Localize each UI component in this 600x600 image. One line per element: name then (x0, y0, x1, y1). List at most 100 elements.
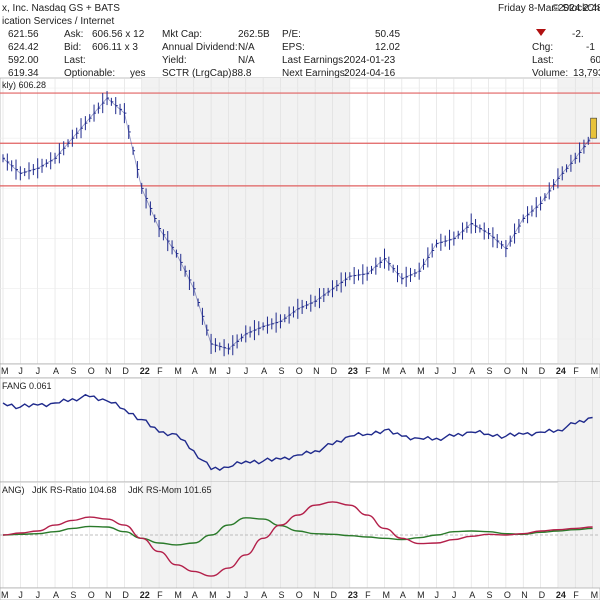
quote-right-label-1: Chg: (532, 42, 553, 53)
bottom-month-label-33: F (573, 590, 579, 600)
quote-mid2-label-2: Yield: (162, 55, 187, 66)
quote-mid1-label-1: Bid: (64, 42, 81, 53)
rs-ratio-line (2, 501, 593, 577)
month-label-34: M (591, 366, 599, 376)
quote-mid3-label-3: Next Earnings: (282, 68, 348, 79)
rs-mom-line (2, 517, 593, 546)
month-label-28: S (487, 366, 493, 376)
quote-right-value-1: -1 (586, 42, 595, 53)
month-label-22: M (383, 366, 391, 376)
bottom-month-label-7: D (122, 590, 129, 600)
bottom-month-label-1: J (18, 590, 23, 600)
quote-mid2-label-0: Mkt Cap: (162, 29, 202, 40)
month-label-25: J (435, 366, 440, 376)
rel-legend: FANG 0.061 (2, 381, 52, 391)
bottom-month-label-14: J (244, 590, 249, 600)
bottom-month-label-29: O (504, 590, 511, 600)
month-label-4: S (70, 366, 76, 376)
rel-shade-2024 (557, 378, 600, 482)
quote-left-value-2: 592.00 (8, 55, 39, 66)
quote-mid2-label-3: SCTR (LrgCap): (162, 68, 234, 79)
month-label-3: A (53, 366, 59, 376)
month-label-26: J (452, 366, 457, 376)
month-label-7: D (122, 366, 129, 376)
month-label-23: A (400, 366, 406, 376)
quote-right-value-0: -2. (572, 29, 584, 40)
bottom-month-label-3: A (53, 590, 59, 600)
month-label-11: A (192, 366, 198, 376)
down-arrow-icon (536, 29, 546, 36)
bottom-month-label-5: O (88, 590, 95, 600)
header-bg (0, 0, 600, 78)
bottom-month-label-21: F (365, 590, 371, 600)
rrg-panel: ANG) JdK RS-Ratio 104.68 JdK RS-Mom 101.6… (0, 481, 600, 589)
header-title-0: x, Inc. Nasdaq GS + BATS (2, 3, 120, 14)
bottom-month-label-22: M (383, 590, 391, 600)
bottom-month-label-25: J (435, 590, 440, 600)
quote-mid3-label-1: EPS: (282, 42, 305, 53)
month-label-29: O (504, 366, 511, 376)
rel-line (2, 393, 593, 471)
month-label-16: S (278, 366, 284, 376)
quote-mid3-value-1: 12.02 (375, 42, 400, 53)
rrg-shade-2024 (557, 482, 600, 588)
month-label-6: N (105, 366, 112, 376)
relative-strength-panel: FANG 0.061 (0, 377, 600, 483)
month-label-5: O (88, 366, 95, 376)
month-label-14: J (244, 366, 249, 376)
bottom-month-label-34: M (591, 590, 599, 600)
quote-mid1-value-0: 606.56 x 12 (92, 29, 145, 40)
quote-left-value-0: 621.56 (8, 29, 39, 40)
bottom-month-label-23: A (400, 590, 406, 600)
bottom-month-label-4: S (70, 590, 76, 600)
quote-right-label-2: Last: (532, 55, 554, 66)
quote-right-value-3: 13,793 (573, 68, 600, 79)
month-label-20: 23 (348, 366, 358, 376)
bottom-month-label-16: S (278, 590, 284, 600)
month-label-31: D (539, 366, 546, 376)
quote-mid1-label-2: Last: (64, 55, 86, 66)
month-label-12: M (209, 366, 217, 376)
bottom-month-label-19: D (330, 590, 337, 600)
rrg-legend-ratio: JdK RS-Ratio 104.68 (32, 485, 117, 495)
month-label-32: 24 (556, 366, 566, 376)
month-label-13: J (226, 366, 231, 376)
month-label-0: M (1, 366, 9, 376)
bottom-month-label-27: A (469, 590, 475, 600)
bottom-month-label-24: M (417, 590, 425, 600)
quote-mid3-label-0: P/E: (282, 29, 301, 40)
month-label-15: A (261, 366, 267, 376)
bottom-month-label-26: J (452, 590, 457, 600)
bottom-month-axis: M J J A S O N D 22 F M A M J J A S O N D 23 F M A M J J A S O N D 24 F M (0, 587, 600, 600)
bottom-month-label-28: S (487, 590, 493, 600)
quote-mid1-label-0: Ask: (64, 29, 83, 40)
price-legend: kly) 606.28 (2, 80, 46, 90)
bottom-month-label-6: N (105, 590, 112, 600)
quote-mid3-label-2: Last Earnings: (282, 55, 346, 66)
quote-mid1-value-1: 606.11 x 3 (92, 42, 138, 53)
month-label-19: D (330, 366, 337, 376)
month-label-17: O (296, 366, 303, 376)
month-label-24: M (417, 366, 425, 376)
month-label-30: N (521, 366, 528, 376)
quote-left-value-3: 619.34 (8, 68, 39, 79)
chart-header: x, Inc. Nasdaq GS + BATS Friday 8-Mar-202… (0, 0, 600, 79)
month-label-2: J (36, 366, 41, 376)
bottom-month-label-11: A (192, 590, 198, 600)
quote-right-label-3: Volume: (532, 68, 568, 79)
price-line (2, 97, 593, 350)
month-label-8: 22 (140, 366, 150, 376)
bottom-month-label-8: 22 (140, 590, 150, 600)
bottom-month-label-31: D (539, 590, 546, 600)
bottom-month-label-20: 23 (348, 590, 358, 600)
bottom-month-label-15: A (261, 590, 267, 600)
month-label-1: J (18, 366, 23, 376)
price-panel: kly) 606.28 (0, 77, 600, 365)
last-candle (590, 117, 597, 139)
quote-right-value-2: 60 (590, 55, 600, 66)
quote-mid3-value-2: 2024-01-23 (344, 55, 396, 66)
bottom-month-label-18: N (313, 590, 320, 600)
header-sector: ication Services / Internet (2, 16, 114, 27)
quote-mid3-value-3: 2024-04-16 (344, 68, 396, 79)
month-label-10: M (174, 366, 182, 376)
